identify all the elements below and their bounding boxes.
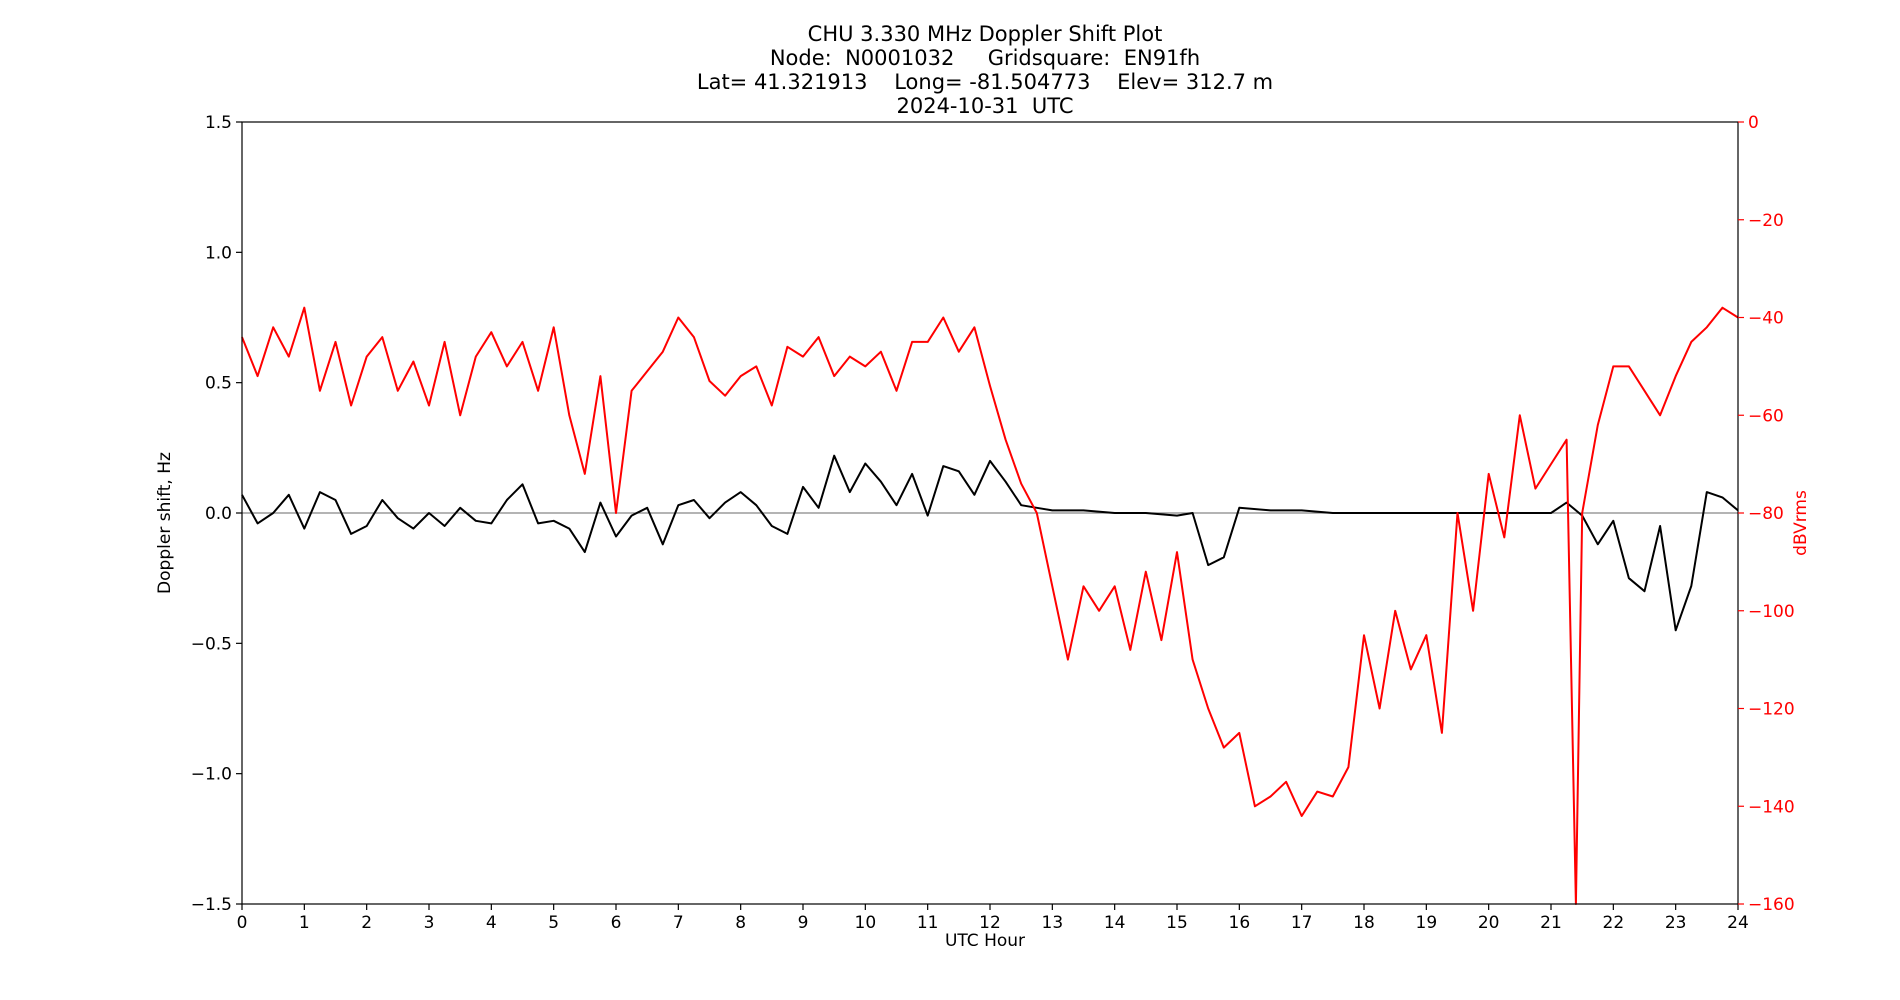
y-right-tick-label: −140 (1748, 797, 1795, 817)
y-right-tick-label: −120 (1748, 700, 1795, 720)
title-line-4: 2024-10-31 UTC (896, 94, 1074, 118)
y-left-tick-label: 1.5 (205, 113, 232, 133)
x-tick-label: 12 (979, 913, 1001, 933)
y-right-tick-label: −80 (1748, 504, 1784, 524)
power-series-line (241, 306, 1739, 905)
x-tick-label: 4 (486, 913, 497, 933)
x-tick-label: 7 (673, 913, 684, 933)
title-line-2: Node: N0001032 Gridsquare: EN91fh (769, 46, 1201, 70)
y-left-tick-label: 0.0 (205, 504, 232, 524)
y-right-tick-label: −20 (1748, 211, 1784, 231)
x-tick-label: 13 (1042, 913, 1064, 933)
x-tick-label: 24 (1727, 913, 1749, 933)
x-tick-label: 17 (1291, 913, 1313, 933)
doppler-series-line (241, 454, 1739, 632)
x-tick-label: 9 (798, 913, 809, 933)
y-right-tick-label: 0 (1748, 113, 1759, 133)
x-tick-label: 21 (1540, 913, 1562, 933)
y-right-tick-label: −60 (1748, 406, 1784, 426)
x-tick-label: 22 (1603, 913, 1625, 933)
x-tick-label: 8 (735, 913, 746, 933)
x-tick-label: 20 (1478, 913, 1500, 933)
y-left-tick-label: 1.0 (205, 243, 232, 263)
x-tick-label: 16 (1229, 913, 1251, 933)
x-tick-label: 15 (1166, 913, 1188, 933)
y-right-tick-label: −40 (1748, 309, 1784, 329)
x-tick-label: 18 (1353, 913, 1375, 933)
x-tick-label: 3 (424, 913, 435, 933)
x-tick-label: 23 (1665, 913, 1687, 933)
x-tick-label: 10 (855, 913, 877, 933)
y-left-tick-label: −0.5 (191, 634, 232, 654)
x-tick-label: 19 (1416, 913, 1438, 933)
x-tick-label: 0 (237, 913, 248, 933)
x-tick-label: 14 (1104, 913, 1126, 933)
title-line-1: CHU 3.330 MHz Doppler Shift Plot (807, 22, 1163, 46)
title-line-3: Lat= 41.321913 Long= -81.504773 Elev= 31… (696, 70, 1274, 94)
y-left-tick-label: −1.5 (191, 895, 232, 915)
y-left-tick-label: −1.0 (191, 765, 232, 785)
chart-title: CHU 3.330 MHz Doppler Shift Plot Node: N… (0, 22, 1900, 118)
x-tick-label: 11 (917, 913, 939, 933)
x-tick-label: 2 (361, 913, 372, 933)
y-axis-label-right: dBVrms (1791, 490, 1811, 556)
x-tick-label: 5 (548, 913, 559, 933)
y-left-tick-label: 0.5 (205, 374, 232, 394)
y-right-tick-label: −100 (1748, 602, 1795, 622)
x-tick-label: 6 (611, 913, 622, 933)
x-axis-label: UTC Hour (945, 931, 1025, 951)
y-axis-label-left: Doppler shift, Hz (155, 452, 175, 594)
x-tick-label: 1 (299, 913, 310, 933)
y-right-tick-label: −160 (1748, 895, 1795, 915)
